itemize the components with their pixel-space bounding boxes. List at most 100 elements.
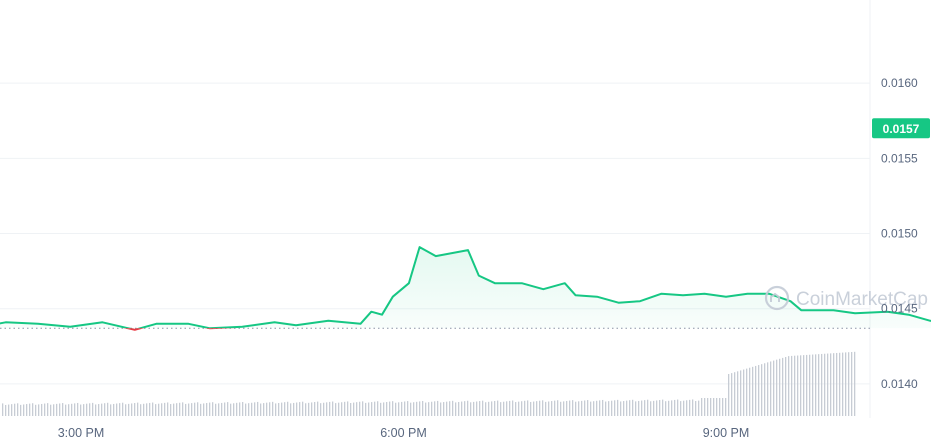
y-tick-label: 0.0140 xyxy=(881,377,918,391)
volume-bar xyxy=(755,365,757,416)
current-price-marker: 0.0157 xyxy=(872,118,930,139)
volume-bar xyxy=(686,400,688,416)
volume-bar xyxy=(200,403,202,416)
volume-bar xyxy=(803,355,805,416)
volume-bar xyxy=(365,402,367,416)
volume-bar xyxy=(152,402,154,416)
volume-bar xyxy=(293,402,295,416)
volume-bar xyxy=(251,402,253,416)
volume-bar xyxy=(401,401,403,416)
volume-bar xyxy=(11,404,13,416)
volume-bar xyxy=(596,400,598,416)
volume-bar xyxy=(608,401,610,416)
volume-bar xyxy=(56,403,58,416)
volume-bar xyxy=(491,401,493,416)
current-price-badge xyxy=(872,118,930,139)
volume-bar xyxy=(770,361,772,416)
volume-bar xyxy=(359,401,361,416)
volume-bar xyxy=(848,352,850,416)
volume-bar xyxy=(287,401,289,416)
volume-bar xyxy=(764,363,766,416)
volume-bar xyxy=(380,402,382,416)
y-tick-label: 0.0150 xyxy=(881,227,918,241)
volume-bar xyxy=(245,403,247,416)
volume-bar xyxy=(776,359,778,416)
volume-bar xyxy=(740,370,742,416)
volume-bar xyxy=(782,357,784,416)
volume-bar xyxy=(581,400,583,416)
volume-bar xyxy=(647,399,649,416)
volume-bar xyxy=(113,403,115,416)
volume-bar xyxy=(317,401,319,416)
volume-bar xyxy=(533,401,535,416)
volume-bar xyxy=(494,400,496,416)
x-tick-label: 3:00 PM xyxy=(58,426,105,440)
volume-bar xyxy=(659,400,661,416)
volume-bar xyxy=(38,404,40,416)
volume-bar xyxy=(479,401,481,416)
volume-bar xyxy=(761,364,763,416)
volume-bar xyxy=(62,403,64,416)
volume-bar xyxy=(314,402,316,416)
volume-bar xyxy=(434,401,436,416)
volume-bar xyxy=(44,403,46,416)
volume-bar xyxy=(698,400,700,416)
volume-bar xyxy=(260,403,262,416)
volume-bar xyxy=(731,373,733,416)
volume-bar xyxy=(176,403,178,416)
volume-bar xyxy=(815,354,817,416)
volume-bar xyxy=(506,401,508,416)
volume-bar xyxy=(161,403,163,416)
volume-bar xyxy=(410,402,412,416)
price-area xyxy=(0,247,931,329)
volume-bar xyxy=(32,403,34,416)
volume-bar xyxy=(311,402,313,416)
volume-bar xyxy=(551,401,553,416)
volume-bar xyxy=(215,403,217,416)
volume-bar xyxy=(395,402,397,416)
volume-bar xyxy=(611,400,613,416)
volume-bar xyxy=(389,401,391,416)
volume-bar xyxy=(191,403,193,416)
volume-bar xyxy=(332,401,334,416)
volume-bar xyxy=(143,403,145,416)
volume-bar xyxy=(746,368,748,416)
volume-bar xyxy=(329,401,331,416)
volume-bar xyxy=(773,360,775,416)
volume-bar xyxy=(368,402,370,416)
volume-bar xyxy=(224,402,226,416)
volume-bar xyxy=(476,401,478,416)
volume-bar xyxy=(167,402,169,416)
volume-bar xyxy=(512,400,514,416)
volume-bar xyxy=(449,401,451,416)
volume-bar xyxy=(605,401,607,416)
volume-bar xyxy=(701,398,703,416)
grid-lines xyxy=(0,0,871,418)
volume-bar xyxy=(830,353,832,416)
volume-bar xyxy=(464,401,466,416)
volume-bar xyxy=(326,402,328,416)
y-tick-label: 0.0145 xyxy=(881,302,918,316)
volume-bar xyxy=(305,403,307,416)
volume-bar xyxy=(653,400,655,416)
volume-bar xyxy=(590,401,592,416)
volume-bar xyxy=(743,369,745,416)
volume-bar xyxy=(227,402,229,416)
volume-bar xyxy=(542,400,544,416)
price-line-up xyxy=(0,246,931,329)
volume-bar xyxy=(749,367,751,416)
volume-bar xyxy=(98,404,100,416)
x-tick-label: 6:00 PM xyxy=(380,426,427,440)
volume-bar xyxy=(488,401,490,416)
volume-bar xyxy=(179,402,181,416)
volume-bar xyxy=(689,399,691,416)
volume-bar xyxy=(68,404,70,416)
volume-bar xyxy=(59,403,61,416)
volume-bar xyxy=(575,401,577,416)
volume-bar xyxy=(785,356,787,416)
volume-bar xyxy=(839,352,841,416)
volume-bar xyxy=(854,351,856,416)
volume-bar xyxy=(2,403,4,416)
volume-bar xyxy=(404,401,406,416)
volume-bar xyxy=(71,403,73,416)
